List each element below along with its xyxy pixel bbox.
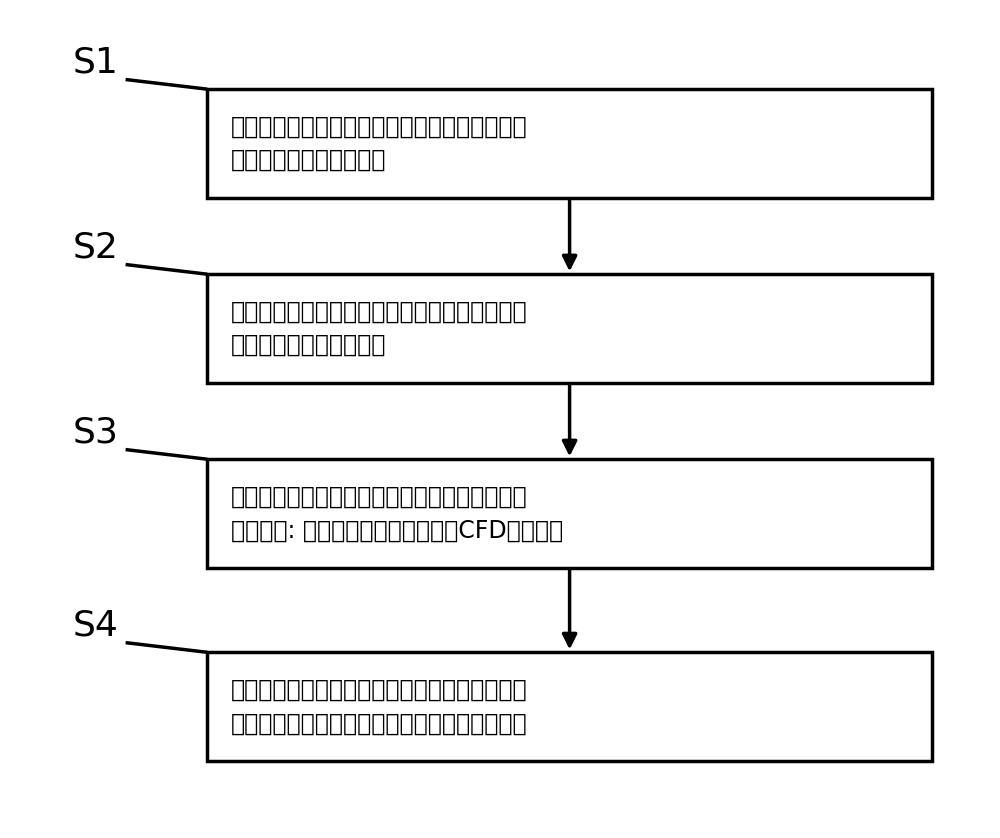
Bar — [207, 89, 932, 198]
Text: 透平机械叶栎流道结构拗冲蚀优化方法：建立数: 透平机械叶栎流道结构拗冲蚀优化方法：建立数 — [231, 678, 528, 702]
Text: 透平机械现场运行实践：运行参数、颟粒参数、: 透平机械现场运行实践：运行参数、颟粒参数、 — [231, 115, 528, 139]
Text: 透平机械叶栎流道内气固两相流数値模拟与颟粒: 透平机械叶栎流道内气固两相流数値模拟与颟粒 — [231, 485, 528, 509]
Bar — [207, 274, 932, 383]
Bar — [207, 652, 932, 761]
Bar — [207, 459, 932, 568]
Text: 冲蚀预测: 冲蚀率模型、反弹模型与CFD模型耦合: 冲蚀预测: 冲蚀率模型、反弹模型与CFD模型耦合 — [231, 518, 563, 542]
Text: 学优化模型，搞建叶栎流道拗冲蚀优化设计平台: 学优化模型，搞建叶栎流道拗冲蚀优化设计平台 — [231, 711, 528, 735]
Text: S3: S3 — [73, 416, 119, 449]
Text: 冲蚀形貌、叶片材料参数: 冲蚀形貌、叶片材料参数 — [231, 148, 387, 172]
Text: S2: S2 — [73, 230, 119, 265]
Text: S1: S1 — [73, 45, 119, 80]
Text: 蚀率模型和粒子反弹模型: 蚀率模型和粒子反弹模型 — [231, 334, 387, 357]
Text: S4: S4 — [73, 608, 119, 643]
Text: 实际服役环境下加速冲蚀模化试验：叶片材料冲: 实际服役环境下加速冲蚀模化试验：叶片材料冲 — [231, 300, 528, 323]
